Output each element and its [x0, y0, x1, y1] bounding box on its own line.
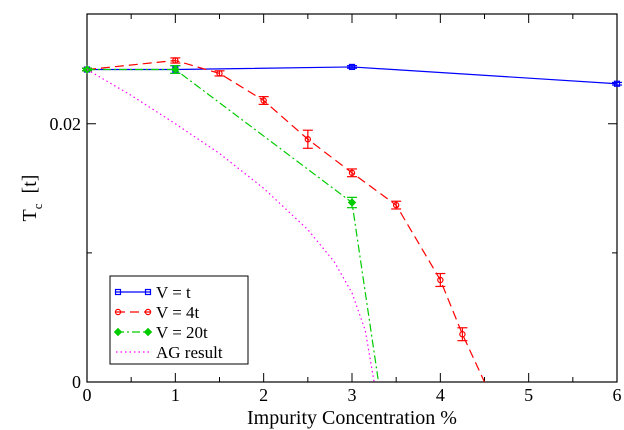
data-point — [459, 331, 466, 338]
x-tick-label: 5 — [524, 385, 533, 405]
data-point — [171, 65, 180, 74]
data-point — [114, 288, 122, 296]
series-line — [86, 69, 375, 383]
series-layer — [82, 57, 622, 383]
data-point — [143, 327, 153, 337]
data-point — [392, 201, 400, 209]
x-tick-label: 6 — [613, 385, 622, 405]
svg-text:Tc [t]: Tc [t] — [19, 175, 45, 222]
y-axis-title: Tc [t] — [19, 175, 45, 222]
ticks: 0 1 2 3 4 5 6 0 0.02 — [50, 14, 622, 405]
data-point — [260, 97, 267, 104]
series-ag-result — [86, 69, 375, 383]
data-point — [114, 308, 122, 316]
legend-label: V = t — [156, 283, 191, 302]
data-point — [113, 327, 123, 337]
data-point — [613, 80, 621, 87]
x-axis-title: Impurity Concentration % — [247, 407, 457, 429]
y-tick-label: 0 — [72, 372, 81, 392]
series-line — [87, 68, 380, 383]
y-axis-title-main: T — [19, 209, 41, 221]
data-point — [347, 198, 357, 207]
legend-label: V = 4t — [156, 303, 200, 322]
y-tick-label: 0.02 — [50, 114, 82, 134]
legend-box — [109, 275, 249, 365]
data-point — [172, 57, 179, 64]
x-tick-label: 3 — [348, 385, 357, 405]
x-tick-label: 4 — [436, 385, 445, 405]
data-point — [144, 308, 152, 316]
x-tick-label: 2 — [259, 385, 268, 405]
data-point — [304, 136, 312, 143]
legend-label: AG result — [156, 343, 223, 362]
data-point — [348, 169, 356, 177]
legend-label: V = 20t — [156, 323, 208, 342]
series-line — [86, 59, 486, 383]
data-point — [437, 276, 444, 284]
data-point — [348, 63, 356, 71]
data-point — [144, 288, 152, 296]
x-tick-label: 0 — [83, 385, 92, 405]
series-v-20t — [82, 65, 380, 383]
data-point — [216, 70, 223, 77]
series-v-t — [82, 63, 622, 87]
y-axis-title-suffix: [t] — [19, 175, 41, 204]
x-tick-label: 1 — [171, 385, 180, 405]
y-axis-title-sub: c — [30, 203, 45, 209]
